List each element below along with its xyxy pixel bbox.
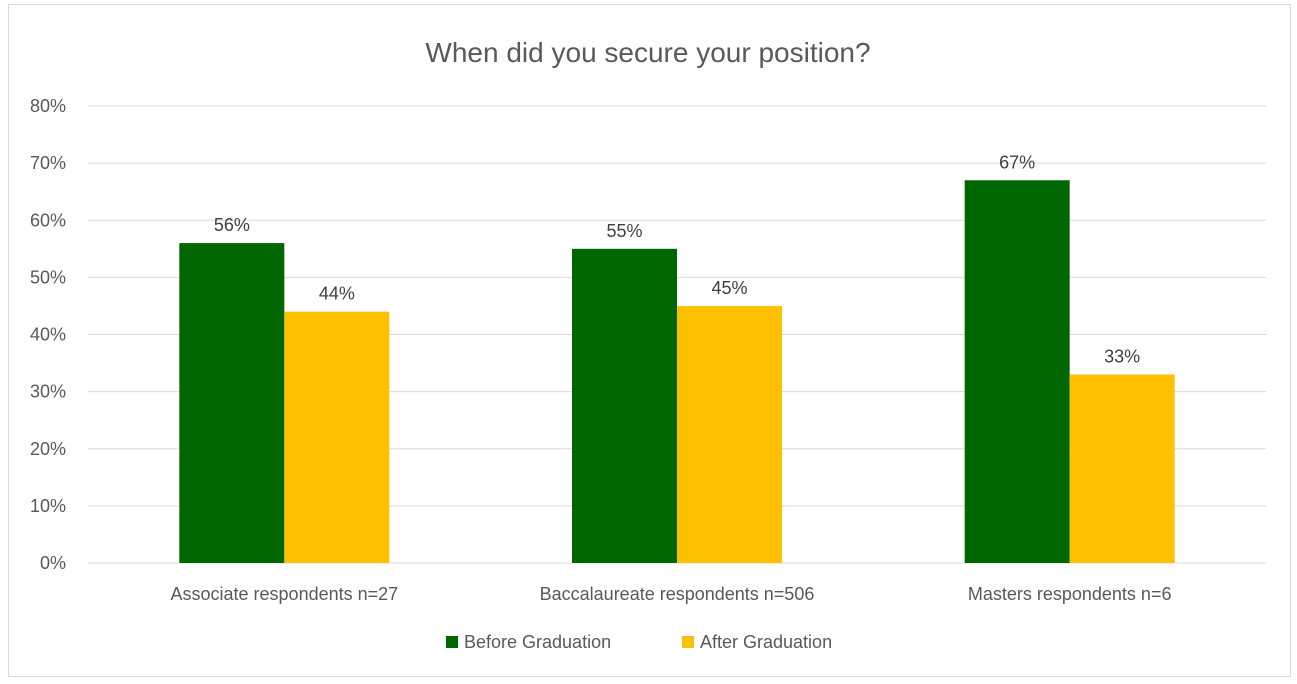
- legend-swatch: [682, 636, 694, 648]
- bar-after-graduation: [677, 305, 782, 563]
- y-axis-tick-labels: 0% 10% 20% 30% 40% 50% 60% 70% 80%: [30, 96, 66, 573]
- data-labels: 56% 44% 55% 45% 67% 33%: [214, 152, 1140, 366]
- category-label: Baccalaureate respondents n=506: [540, 584, 815, 604]
- bar-after-graduation: [284, 311, 390, 563]
- y-tick-label: 10%: [30, 496, 66, 516]
- bar-after-graduation: [1069, 374, 1175, 563]
- category-label: Associate respondents n=27: [171, 584, 399, 604]
- legend: Before Graduation After Graduation: [446, 632, 832, 652]
- y-tick-label: 20%: [30, 439, 66, 459]
- data-label: 44%: [319, 284, 355, 304]
- data-label: 33%: [1104, 346, 1140, 366]
- y-tick-label: 60%: [30, 210, 66, 230]
- bar-before-graduation: [179, 243, 285, 563]
- y-tick-label: 80%: [30, 96, 66, 116]
- y-tick-label: 0%: [40, 553, 66, 573]
- y-tick-label: 70%: [30, 153, 66, 173]
- data-label: 56%: [214, 215, 250, 235]
- data-label: 55%: [606, 221, 642, 241]
- bar-before-graduation: [964, 180, 1070, 563]
- legend-swatch: [446, 636, 458, 648]
- category-label: Masters respondents n=6: [968, 584, 1172, 604]
- data-label: 45%: [711, 278, 747, 298]
- x-axis-category-labels: Associate respondents n=27 Baccalaureate …: [171, 584, 1172, 604]
- legend-label: After Graduation: [700, 632, 832, 652]
- bars: [179, 180, 1175, 563]
- y-tick-label: 30%: [30, 382, 66, 402]
- chart-title: When did you secure your position?: [425, 37, 870, 68]
- y-tick-label: 50%: [30, 267, 66, 287]
- data-label: 67%: [999, 152, 1035, 172]
- y-tick-label: 40%: [30, 325, 66, 345]
- legend-label: Before Graduation: [464, 632, 611, 652]
- bar-before-graduation: [572, 248, 677, 563]
